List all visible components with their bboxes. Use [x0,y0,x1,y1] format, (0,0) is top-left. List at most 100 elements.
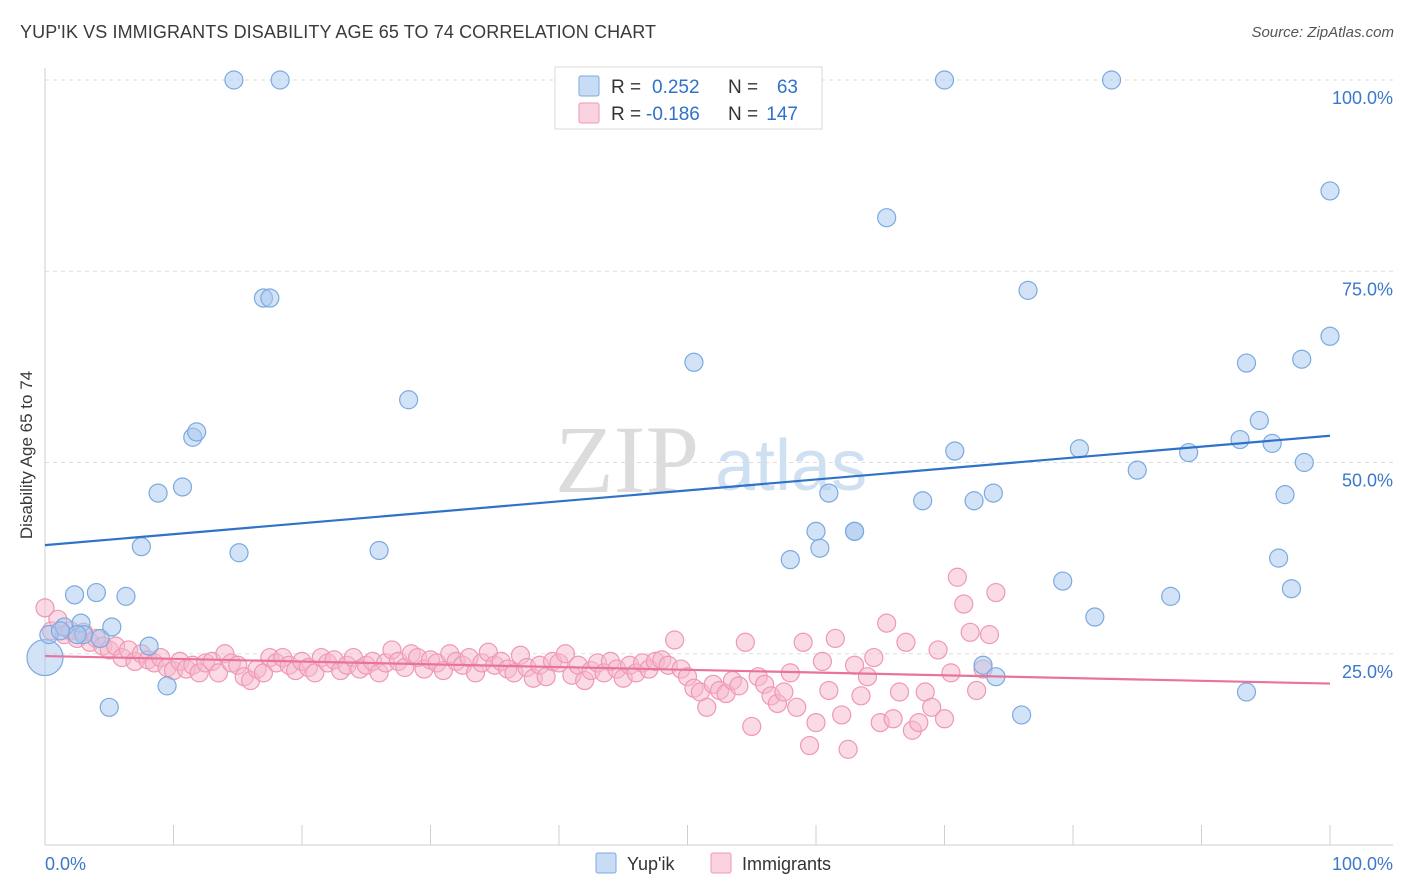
yupik-point [1320,326,1340,346]
yupik-point [983,483,1003,503]
yupik-point [964,491,984,511]
immigrants-point [208,663,229,683]
immigrants-point [947,567,967,587]
immigrants-point [793,632,813,652]
immigrants-point [35,598,55,618]
svg-text:N =: N = [728,77,758,98]
svg-text:63: 63 [777,77,798,98]
x-tick-label: 0.0% [45,854,86,874]
y-axis-label: Disability Age 65 to 74 [17,371,36,539]
immigrants-point [806,712,826,733]
yupik-point [90,628,110,649]
immigrants-point [697,697,717,717]
immigrants-point [742,716,762,737]
immigrants-point [941,663,961,683]
legend-item-yupik: Yup'ik [627,854,675,874]
yupik-point [1249,410,1269,431]
y-tick-labels: 25.0% 50.0% 75.0% 100.0% [1332,88,1393,682]
immigrants-point [812,651,833,672]
immigrants-point [851,686,871,706]
legend-swatch-immigrants [578,102,600,124]
yupik-point [1161,586,1181,606]
yupik-point [780,550,800,570]
immigrants-point [909,712,929,733]
yupik-point [844,521,865,541]
yupik-point [1018,280,1038,300]
yupik-point [1230,429,1250,450]
yupik-point [1292,349,1312,369]
immigrants-point [928,640,948,660]
immigrants-point [787,697,807,717]
source-note: Source: ZipAtlas.com [1251,24,1394,41]
y-tick-label: 75.0% [1342,279,1393,299]
yupik-point [102,617,122,637]
immigrants-point [555,644,576,664]
svg-text:R =: R = [611,77,641,98]
immigrants-point [960,622,980,642]
immigrants-point [967,680,987,701]
yupik-point [148,483,168,503]
yupik-point [1069,439,1090,459]
legend-swatch-yupik [578,75,600,97]
immigrants-point [665,630,685,650]
yupik-point [1268,548,1289,568]
immigrants-point [896,632,916,652]
immigrants-point [922,697,942,717]
yupik-point [810,538,830,558]
watermark: ZIP atlas [555,406,867,513]
yupik-point [86,582,107,603]
yupik-point [64,585,85,605]
yupik-point [877,208,897,228]
immigrants-point [857,667,878,687]
yupik-point [172,477,193,497]
y-tick-label: 100.0% [1332,88,1393,108]
yupik-point [131,537,151,557]
immigrants-point [954,594,974,614]
yupik-point [913,491,933,511]
yupik-point [369,540,389,561]
svg-text:R =: R = [611,104,641,125]
yupik-point [116,586,136,606]
svg-text:-0.186: -0.186 [646,104,700,125]
trend-lines [44,434,1331,685]
immigrants-point [889,682,910,702]
series-legend: Yup'ik Immigrants [595,852,831,874]
yupik-point [260,288,280,308]
yupik-point [1236,682,1257,702]
immigrants-point [735,632,755,652]
yupik-point [229,543,249,563]
yupik-point [270,70,290,90]
watermark-atlas: atlas [715,426,867,506]
yupik-point [187,422,207,442]
immigrants-point [799,735,820,756]
yupik-point [1294,452,1314,473]
yupik-point [973,655,993,675]
yupik-point [934,70,955,90]
yupik-point [139,636,159,656]
yupik-point [50,621,71,641]
yupik-point [26,638,64,677]
legend-item-immigrants-swatch [710,852,732,874]
immigrants-point [832,705,852,725]
yupik-point [1085,607,1105,627]
yupik-point [224,70,244,90]
legend-item-immigrants: Immigrants [742,854,831,874]
yupik-point [806,521,826,541]
yupik-trend-line [44,434,1331,547]
yupik-point [399,390,419,410]
yupik-point [1236,353,1257,373]
x-tick-label: 100.0% [1332,854,1393,874]
axes [44,68,1393,846]
immigrants-points [35,567,1006,759]
immigrants-point [774,682,794,702]
immigrants-point [838,739,858,759]
chart-title: YUP'IK VS IMMIGRANTS DISABILITY AGE 65 T… [20,22,657,42]
yupik-point [1275,485,1295,505]
immigrants-point [979,625,1000,645]
yupik-point [1262,433,1282,453]
svg-text:0.252: 0.252 [652,77,700,98]
yupik-point [1127,460,1147,480]
yupik-points [26,70,1340,725]
y-tick-label: 25.0% [1342,662,1393,682]
